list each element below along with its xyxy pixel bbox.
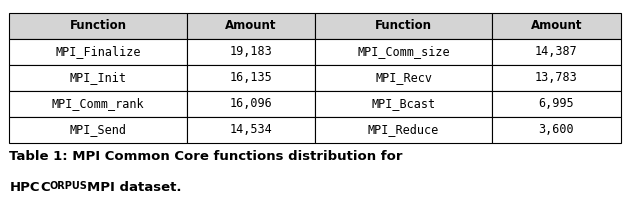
Text: MPI dataset.: MPI dataset. <box>88 181 182 194</box>
Text: MPI_Comm_rank: MPI_Comm_rank <box>52 97 144 110</box>
Bar <box>315 91 492 117</box>
Text: 19,183: 19,183 <box>229 45 272 58</box>
Bar <box>9 39 186 65</box>
Text: MPI_Recv: MPI_Recv <box>375 71 432 84</box>
Text: MPI_Finalize: MPI_Finalize <box>55 45 141 58</box>
Text: HPC: HPC <box>9 181 40 194</box>
Bar <box>492 91 621 117</box>
Text: 14,534: 14,534 <box>229 123 272 136</box>
Text: MPI_Bcast: MPI_Bcast <box>372 97 436 110</box>
Text: ORPUS: ORPUS <box>50 181 88 191</box>
Text: 16,096: 16,096 <box>229 97 272 110</box>
Bar <box>186 117 315 143</box>
Text: MPI_Send: MPI_Send <box>69 123 127 136</box>
Text: MPI_Init: MPI_Init <box>69 71 127 84</box>
Bar <box>9 13 186 39</box>
Bar <box>186 13 315 39</box>
Text: 6,995: 6,995 <box>539 97 574 110</box>
Bar <box>186 91 315 117</box>
Text: MPI_Reduce: MPI_Reduce <box>368 123 439 136</box>
Bar <box>9 91 186 117</box>
Text: Amount: Amount <box>530 19 582 32</box>
Text: C: C <box>40 181 50 194</box>
Bar <box>315 117 492 143</box>
Text: Function: Function <box>69 19 127 32</box>
Bar <box>9 117 186 143</box>
Text: Function: Function <box>375 19 432 32</box>
Bar <box>186 65 315 91</box>
Text: 13,783: 13,783 <box>535 71 578 84</box>
Text: Amount: Amount <box>225 19 277 32</box>
Bar <box>315 13 492 39</box>
Bar <box>492 65 621 91</box>
Text: Table 1: MPI Common Core functions distribution for: Table 1: MPI Common Core functions distr… <box>9 150 403 163</box>
Text: MPI_Comm_size: MPI_Comm_size <box>357 45 450 58</box>
Text: 14,387: 14,387 <box>535 45 578 58</box>
Text: 3,600: 3,600 <box>539 123 574 136</box>
Bar <box>492 13 621 39</box>
Bar <box>492 39 621 65</box>
Bar <box>315 39 492 65</box>
Text: 16,135: 16,135 <box>229 71 272 84</box>
Bar <box>315 65 492 91</box>
Bar <box>9 65 186 91</box>
Bar <box>186 39 315 65</box>
Bar <box>492 117 621 143</box>
